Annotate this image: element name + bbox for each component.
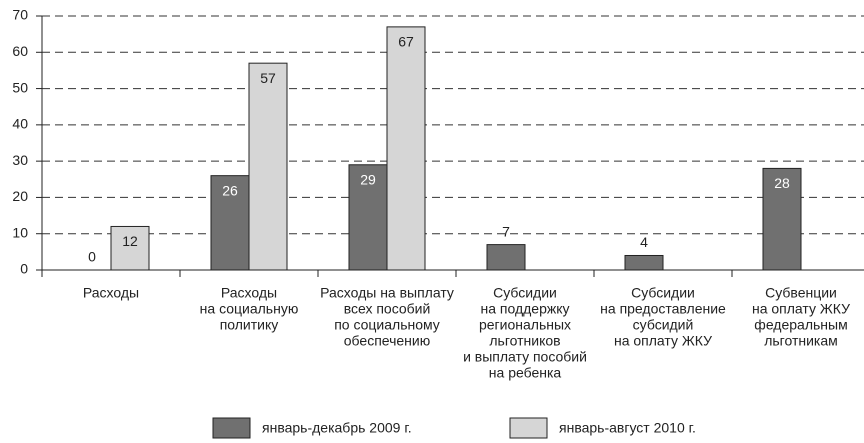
- x-tick-label: федеральным: [754, 317, 847, 333]
- legend-label: январь-август 2010 г.: [559, 420, 696, 436]
- x-tick-label: всех пособий: [344, 301, 431, 317]
- value-label: 4: [640, 234, 648, 250]
- y-tick-label: 60: [12, 43, 28, 59]
- value-label: 28: [774, 175, 790, 191]
- bar: [248, 62, 288, 271]
- y-tick-label: 0: [20, 261, 28, 277]
- x-tick-label: Субвенции: [765, 285, 837, 301]
- y-tick-label: 30: [12, 152, 28, 168]
- y-tick-label: 70: [12, 7, 28, 23]
- x-tick-label: политику: [220, 317, 279, 333]
- x-tick-label: Расходы на выплату: [320, 285, 454, 301]
- x-tick-label: Субсидии: [631, 285, 695, 301]
- bar: [624, 254, 664, 271]
- value-label: 0: [88, 249, 96, 265]
- x-tick-label: на предоставление: [600, 301, 726, 317]
- x-tick-label: Субсидии: [493, 285, 557, 301]
- value-label: 26: [222, 182, 238, 198]
- bar: [110, 225, 150, 271]
- x-tick-label: Расходы: [83, 285, 139, 301]
- value-label: 29: [360, 171, 376, 187]
- x-tick-label: льготников: [489, 333, 560, 349]
- bar: [486, 244, 526, 271]
- bar: [386, 26, 426, 271]
- x-tick-label: региональных: [479, 317, 571, 333]
- x-tick-label: льготникам: [764, 333, 838, 349]
- x-tick-label: субсидий: [633, 317, 694, 333]
- x-tick-label: на социальную: [200, 301, 299, 317]
- y-tick-label: 20: [12, 188, 28, 204]
- legend-swatch: [212, 417, 251, 439]
- value-label: 12: [122, 233, 138, 249]
- x-tick-label: по социальному: [334, 317, 440, 333]
- x-tick-label: и выплату пособий: [463, 349, 587, 365]
- y-tick-label: 40: [12, 116, 28, 132]
- value-label: 57: [260, 70, 276, 86]
- value-label: 67: [398, 34, 414, 50]
- y-tick-label: 10: [12, 224, 28, 240]
- y-tick-label: 50: [12, 79, 28, 95]
- x-tick-label: на поддержку: [480, 301, 569, 317]
- legend-swatch: [509, 417, 548, 439]
- value-label: 7: [502, 223, 510, 239]
- x-tick-label: на оплату ЖКУ: [614, 333, 712, 349]
- bar: [762, 167, 802, 271]
- x-tick-label: на ребенка: [489, 365, 562, 381]
- x-tick-label: обеспечению: [344, 333, 430, 349]
- x-tick-label: на оплату ЖКУ: [752, 301, 850, 317]
- legend-label: январь-декабрь 2009 г.: [262, 420, 412, 436]
- x-tick-label: Расходы: [221, 285, 277, 301]
- bar: [348, 164, 388, 271]
